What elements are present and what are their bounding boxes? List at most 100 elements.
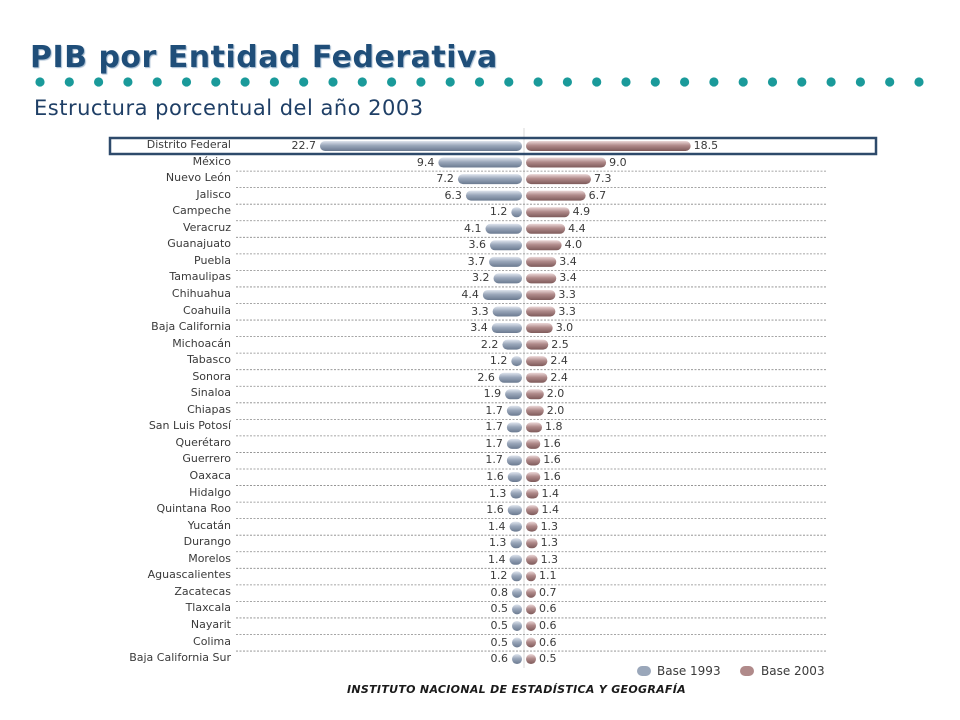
bar-2003	[526, 538, 538, 549]
category-label: Distrito Federal	[146, 138, 231, 151]
bar-1993	[489, 240, 522, 251]
bar-1993	[512, 637, 522, 648]
value-label-2003: 3.4	[559, 254, 577, 268]
divider-dot	[211, 77, 221, 87]
divider-dot	[387, 77, 397, 87]
value-label-2003: 3.3	[558, 304, 576, 318]
divider-dot	[123, 77, 133, 87]
category-label: Quintana Roo	[156, 502, 231, 516]
bar-1993	[319, 141, 522, 151]
bar-2003	[526, 190, 586, 201]
divider-dot	[767, 77, 778, 87]
bar-1993	[491, 323, 522, 334]
divider-dot	[592, 77, 602, 87]
bar-1993	[493, 273, 522, 284]
bar-2003	[526, 174, 591, 185]
value-label-1993: 1.6	[486, 503, 504, 517]
page-title: PIB por Entidad Federativa	[30, 40, 498, 75]
value-label-2003: 1.6	[543, 436, 561, 450]
bar-2003	[526, 637, 536, 648]
value-label-1993: 1.6	[486, 470, 504, 483]
bar-1993	[512, 604, 522, 615]
divider-dot	[533, 77, 543, 87]
bar-1993	[505, 389, 522, 400]
divider-dot	[680, 77, 690, 87]
value-label-2003: 0.5	[539, 652, 557, 666]
value-label-1993: 1.9	[483, 387, 502, 401]
category-label: Durango	[183, 535, 231, 549]
value-label-2003: 4.0	[564, 238, 583, 252]
category-label: Morelos	[188, 551, 231, 565]
bar-2003	[526, 554, 538, 565]
bar-1993	[510, 538, 522, 549]
bar-1993	[510, 488, 522, 499]
category-label: San Luis Potosí	[148, 419, 231, 433]
value-label-1993: 2.2	[480, 337, 499, 351]
category-label: Aguascalientes	[147, 568, 231, 582]
value-label-2003: 2.0	[546, 403, 565, 417]
value-label-1993: 0.5	[490, 602, 509, 616]
dotted-divider	[35, 77, 924, 87]
value-label-2003: 1.3	[540, 536, 559, 550]
value-label-2003: 2.4	[550, 354, 568, 368]
bar-2003	[526, 356, 548, 367]
divider-dot	[650, 77, 660, 87]
bar-1993	[506, 438, 522, 449]
bar-2003	[526, 438, 541, 449]
divider-dot	[562, 77, 573, 87]
divider-dot	[416, 77, 426, 87]
category-label: Jalisco	[196, 187, 231, 201]
category-label: Guerrero	[182, 452, 231, 466]
bar-2003	[526, 455, 541, 466]
value-label-2003: 0.7	[539, 585, 557, 599]
value-label-1993: 6.3	[444, 188, 462, 202]
value-label-1993: 1.4	[488, 552, 506, 566]
category-label: Veracruz	[182, 220, 231, 234]
value-label-1993: 4.4	[461, 287, 479, 301]
value-label-2003: 6.7	[588, 188, 607, 202]
bar-1993	[465, 190, 522, 201]
bar-2003	[526, 289, 556, 300]
bar-2003	[526, 323, 553, 334]
divider-dot	[474, 77, 485, 87]
value-label-1993: 1.7	[485, 453, 503, 467]
legend-label-1993: Base 1993	[657, 664, 721, 678]
page-subtitle: Estructura porcentual del año 2003	[34, 96, 424, 120]
value-label-1993: 9.4	[416, 155, 435, 169]
bar-1993	[492, 306, 522, 317]
divider-dot	[855, 77, 866, 87]
category-label: Colima	[193, 634, 231, 648]
bar-1993	[512, 654, 522, 665]
value-label-2003: 1.1	[539, 569, 557, 583]
bar-2003	[526, 505, 539, 516]
value-label-1993: 0.5	[490, 618, 509, 632]
category-label: Yucatán	[187, 518, 231, 532]
value-label-1993: 3.7	[467, 254, 486, 268]
value-label-1993: 1.2	[489, 569, 508, 583]
category-label: Coahuila	[183, 303, 231, 317]
value-label-1993: 1.3	[488, 536, 507, 550]
value-label-2003: 1.3	[540, 519, 559, 533]
value-label-1993: 3.4	[470, 321, 488, 335]
category-label: Campeche	[172, 204, 231, 218]
category-label: Michoacán	[172, 336, 231, 350]
legend-label-2003: Base 2003	[761, 664, 825, 678]
value-label-1993: 1.7	[485, 420, 503, 434]
value-label-2003: 1.3	[540, 552, 559, 566]
divider-dot	[269, 77, 279, 87]
divider-dot	[885, 77, 895, 87]
value-label-2003: 2.5	[551, 337, 569, 351]
divider-dot	[738, 77, 748, 87]
bar-1993	[502, 339, 522, 350]
bar-2003	[526, 223, 566, 234]
category-label: Nayarit	[190, 617, 231, 631]
bar-2003	[526, 240, 562, 251]
value-label-2003: 4.9	[572, 205, 591, 219]
bar-1993	[511, 571, 522, 582]
category-label: Baja California	[151, 320, 231, 334]
divider-dot	[797, 77, 807, 87]
footer-institution: INSTITUTO NACIONAL DE ESTADÍSTICA Y GEOG…	[347, 683, 686, 696]
value-label-1993: 2.6	[477, 370, 495, 384]
bar-1993	[482, 289, 522, 300]
value-label-2003: 18.5	[693, 139, 719, 152]
